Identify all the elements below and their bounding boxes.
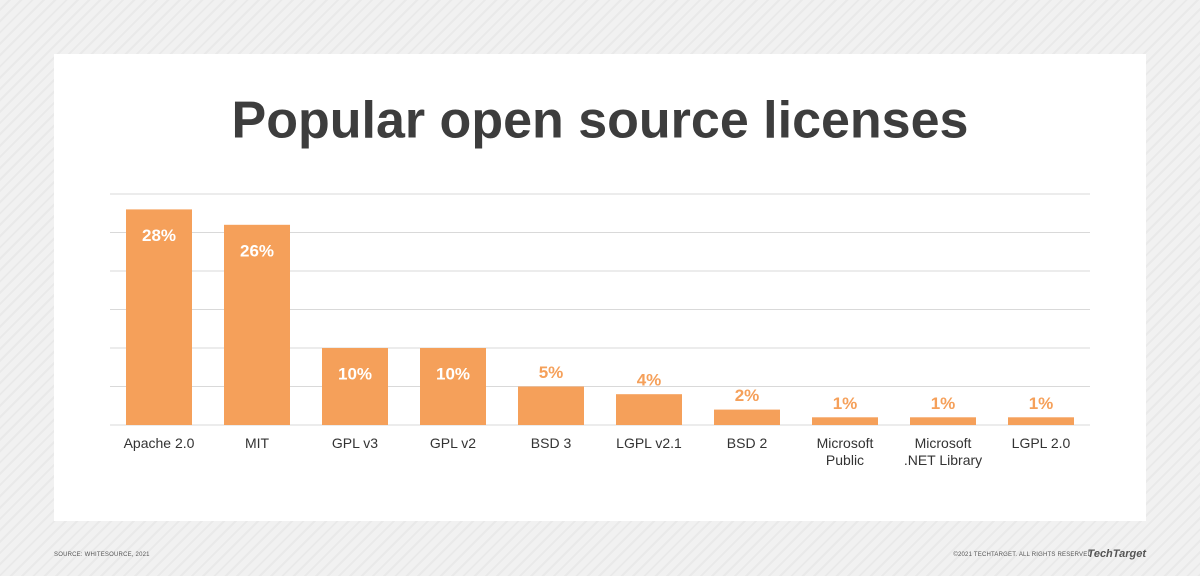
bar: [322, 348, 388, 425]
value-label: 28%: [142, 226, 176, 245]
x-tick-label: GPL v3: [331, 435, 379, 451]
value-label: 26%: [240, 241, 274, 260]
x-tick-label: Microsoft .NET Library: [903, 435, 983, 468]
x-tick-label: Apache 2.0: [123, 435, 195, 451]
value-label: 1%: [931, 394, 956, 413]
value-label: 1%: [833, 394, 858, 413]
bar: [616, 394, 682, 425]
copyright: ©2021 TECHTARGET. ALL RIGHTS RESERVED: [953, 552, 1092, 558]
bar: [1008, 417, 1074, 425]
bar: [126, 209, 192, 425]
bar: [420, 348, 486, 425]
x-tick-label: LGPL 2.0: [1011, 435, 1071, 451]
bar: [910, 417, 976, 425]
value-label: 10%: [436, 364, 470, 383]
source-note: SOURCE: WHITESOURCE, 2021: [54, 552, 150, 558]
value-label: 1%: [1029, 394, 1054, 413]
x-tick-label: MIT: [244, 435, 270, 451]
bar: [812, 417, 878, 425]
bar: [518, 386, 584, 425]
logo: TechTarget: [1087, 548, 1146, 560]
x-tick-label: BSD 2: [726, 435, 768, 451]
value-label: 5%: [539, 363, 564, 382]
x-tick-label: LGPL v2.1: [616, 435, 682, 451]
x-tick-label: BSD 3: [530, 435, 572, 451]
x-tick-label: Microsoft Public: [816, 435, 874, 468]
value-label: 2%: [735, 386, 760, 405]
chart-title: Popular open source licenses: [232, 92, 969, 150]
bar: [714, 409, 780, 425]
value-label: 10%: [338, 364, 372, 383]
value-label: 4%: [637, 371, 662, 390]
bar: [224, 224, 290, 425]
x-tick-label: GPL v2: [429, 435, 477, 451]
